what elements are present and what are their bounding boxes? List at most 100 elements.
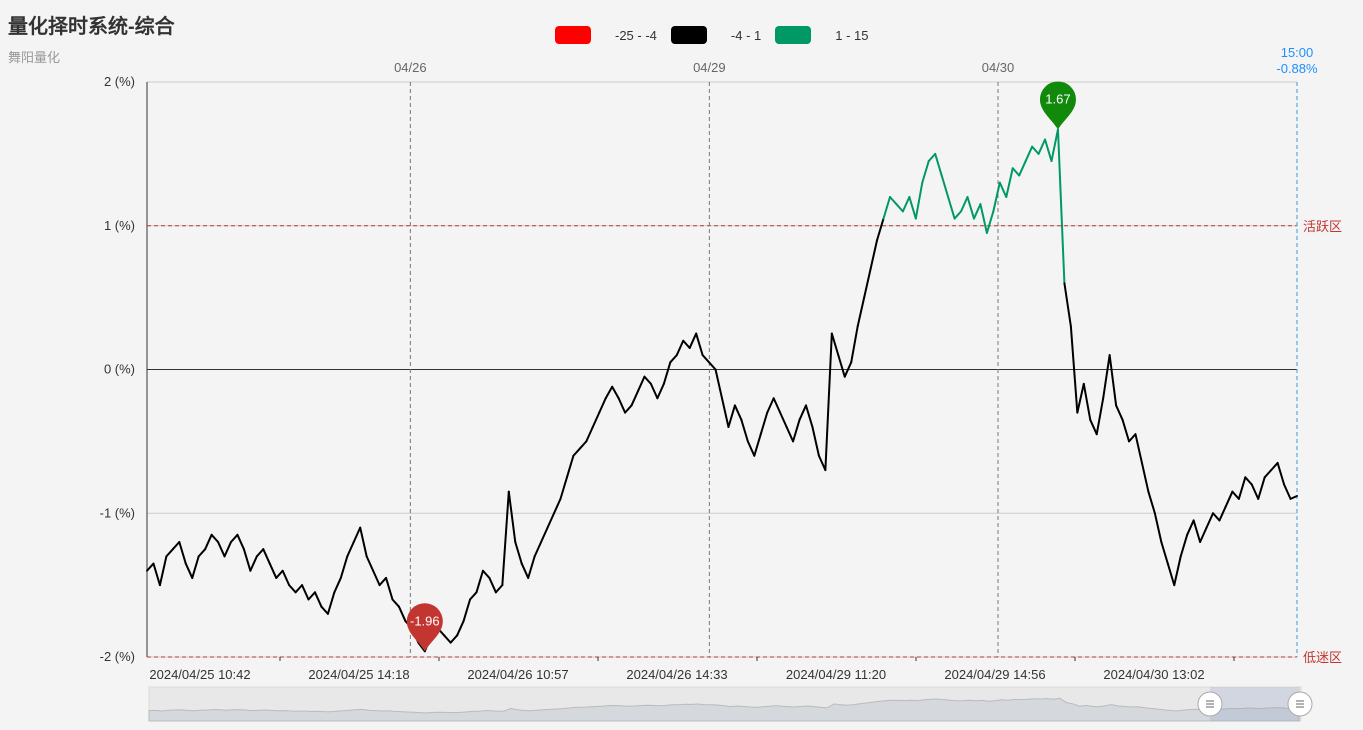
chart-subtitle: 舞阳量化 [8,50,61,65]
max-pin-shape [1039,81,1076,130]
series-segment [837,354,846,378]
series-segment [1140,461,1150,493]
min-pin-shape [406,603,443,652]
legend-swatch-green [775,26,812,44]
series-segment [1044,138,1053,163]
series-segment [1179,533,1189,558]
series-segment [210,533,220,543]
y-tick-label: 0 (%) [104,362,135,377]
series-segment [397,605,407,623]
series-segment [1244,476,1253,486]
series-segment [876,217,885,242]
series-segment [1069,325,1079,414]
series-segment [288,584,297,594]
legend-label-green: 1 - 15 [835,27,869,43]
legend: -25 - -4 -4 - 1 1 - 15 [555,26,883,44]
series-segment [359,526,368,558]
series-segment [1128,433,1137,443]
series-segment [378,576,388,587]
series-segment [591,411,601,428]
x-tick-label: 2024/04/26 10:57 [467,667,568,682]
y-tick-label: -2 (%) [100,649,135,664]
series-segment [746,440,756,457]
legend-item-red[interactable]: -25 - -4 [555,26,657,44]
min-pin[interactable]: -1.96 [406,603,443,652]
series-segment [901,196,911,213]
series-segment [966,196,975,220]
series-segment [236,533,245,551]
series-segment [998,181,1008,198]
series-segment [1205,512,1215,529]
y-tick-label: 1 (%) [104,218,135,233]
band-label: 低迷区 [1303,650,1342,665]
y-tick-label: 2 (%) [104,74,135,89]
series-segment [598,397,607,414]
series-segment [520,562,530,579]
x-tick-label: 2024/04/25 10:42 [149,667,250,682]
series-segment [527,555,536,579]
max-pin[interactable]: 1.67 [1039,81,1076,130]
series-segment [1160,541,1169,565]
series-segment [940,174,950,198]
datazoom-sparkline [148,697,1300,722]
series-segment [1153,512,1163,543]
series-segment [217,541,226,558]
series-segment [294,584,304,594]
series-segment [779,411,788,428]
series-segment [1147,490,1156,515]
datazoom-handle-start[interactable] [1197,691,1223,717]
series-segment [1250,483,1260,500]
series-segment [733,404,743,421]
series-segment [191,555,200,579]
series-segment [165,548,174,558]
series-segment [481,569,491,579]
series-segment [326,591,336,615]
series-segment [365,555,375,572]
series-segment [643,375,652,385]
series-segment [533,541,543,558]
datazoom-handle-end[interactable] [1287,691,1313,717]
series-segment [740,418,749,443]
x-tick-label: 2024/04/25 14:18 [308,667,409,682]
legend-item-green[interactable]: 1 - 15 [775,26,869,44]
series-segment [708,361,717,371]
series-segment [1089,418,1098,436]
day-marker-label: 04/30 [982,60,1015,75]
end-marker-value: -0.88% [1276,61,1318,76]
series-segment [275,569,284,579]
series-segment [979,203,988,234]
series-segment [346,541,355,558]
series-segment [1289,495,1298,500]
series-segment [320,605,329,615]
series-segment [417,641,426,653]
series-segment [501,490,510,587]
series-segment [656,382,665,400]
series-segment [1224,490,1234,508]
series-segment [721,397,730,428]
series-segment [869,239,879,270]
series-segment [927,152,937,163]
series-segment [1024,145,1034,163]
series-segment [682,339,691,349]
series-segment [385,576,394,601]
series-segment [856,296,866,328]
datazoom-window [1210,687,1300,721]
series-segment [475,569,484,594]
series-segment [301,584,310,601]
series-segment [934,152,943,177]
series-segment [772,397,782,414]
x-tick-label: 2024/04/26 14:33 [626,667,727,682]
series-segment [171,541,181,551]
legend-item-black[interactable]: -4 - 1 [670,26,761,44]
y-tick-label: -1 (%) [100,505,135,520]
series-segment [688,332,698,349]
series-segment [1031,145,1040,155]
series-segment [488,576,497,594]
series-segment [204,533,213,551]
series-segment [1231,490,1240,500]
series-segment [514,541,523,565]
legend-label-red: -25 - -4 [615,27,657,43]
series-segment [1018,160,1027,177]
series-segment [1237,476,1247,500]
